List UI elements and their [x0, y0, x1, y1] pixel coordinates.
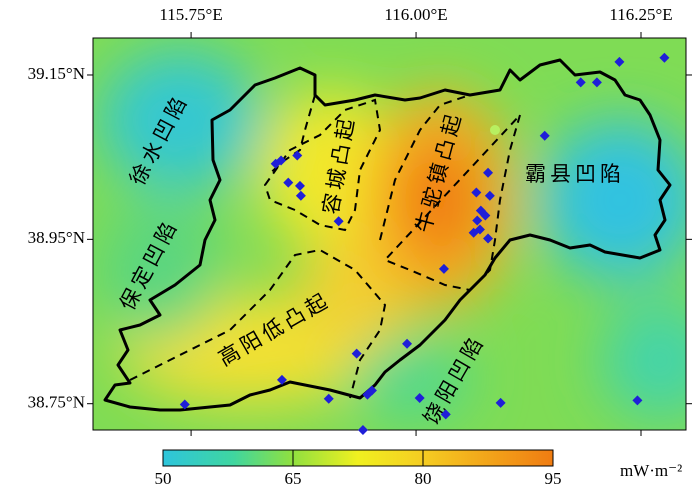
well — [483, 233, 494, 244]
well — [614, 56, 625, 67]
well — [323, 393, 334, 404]
colorbar-tick-label: 50 — [155, 469, 172, 488]
well — [591, 77, 602, 88]
x-tick-label: 116.00°E — [384, 5, 447, 24]
well — [276, 155, 287, 166]
y-tick-label: 39.15°N — [28, 64, 85, 83]
x-tick-label: 115.75°E — [159, 5, 222, 24]
well — [295, 190, 306, 201]
colorbar-tick-label: 65 — [285, 469, 302, 488]
well — [283, 177, 294, 188]
well — [351, 348, 362, 359]
well — [495, 397, 506, 408]
well — [483, 167, 494, 178]
basin-boundary — [103, 58, 672, 412]
x-tick-label: 116.25°E — [609, 5, 672, 24]
well — [292, 150, 303, 161]
well — [414, 392, 425, 403]
well — [484, 190, 495, 201]
well — [440, 409, 451, 420]
colorbar — [162, 449, 554, 467]
colorbar-tick-label: 80 — [415, 469, 432, 488]
well — [471, 187, 482, 198]
structure-outlines — [129, 94, 521, 399]
well — [357, 425, 368, 435]
frame — [92, 37, 687, 431]
well — [575, 77, 586, 88]
well — [632, 395, 643, 406]
well — [294, 180, 305, 191]
well — [539, 130, 550, 141]
well — [474, 224, 485, 235]
well — [333, 216, 344, 227]
y-tick-label: 38.95°N — [28, 228, 85, 247]
region-label: 霸县凹陷 — [525, 162, 625, 186]
well — [480, 210, 491, 221]
well — [472, 215, 483, 226]
heat-field — [93, 38, 686, 430]
y-tick-label: 38.75°N — [28, 393, 85, 412]
colorbar-tick-label: 95 — [545, 469, 562, 488]
well — [276, 374, 287, 385]
well — [438, 263, 449, 274]
well — [402, 338, 413, 349]
well — [366, 385, 377, 396]
marker — [490, 125, 500, 135]
well — [179, 399, 190, 410]
well — [659, 52, 670, 63]
colorbar-unit: mW·m⁻² — [620, 461, 682, 480]
